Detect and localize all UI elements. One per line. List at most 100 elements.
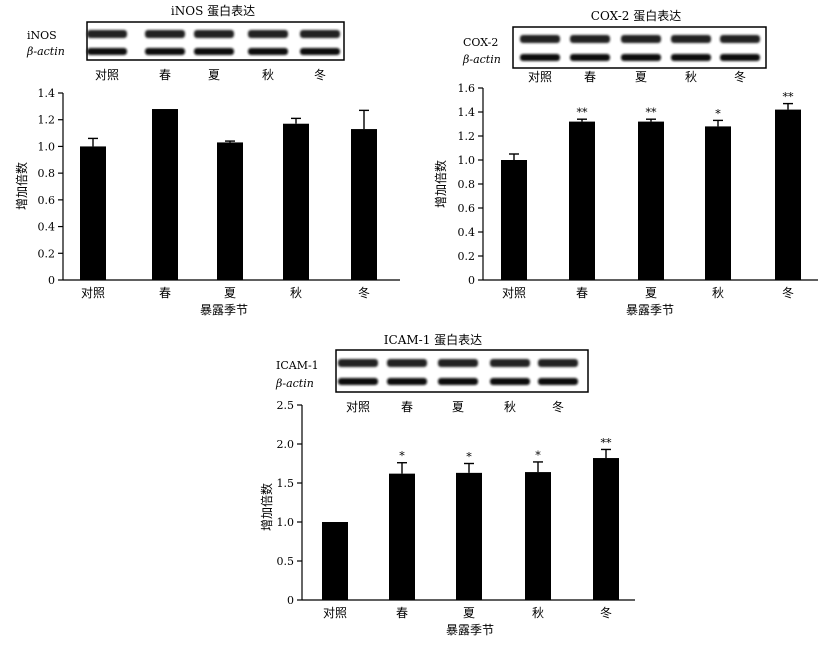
y-tick-label: 1.5 bbox=[277, 477, 295, 490]
blot-band-target bbox=[194, 30, 234, 38]
blot-band-actin bbox=[387, 378, 427, 385]
bar bbox=[593, 458, 619, 600]
y-tick-label: 0.6 bbox=[38, 194, 56, 207]
western-blot: iNOS β-actin 对照 春 夏 秋 冬 bbox=[26, 21, 345, 82]
blot-lane-label: 夏 bbox=[208, 68, 220, 82]
bars bbox=[80, 109, 377, 281]
blot-bands bbox=[87, 30, 340, 55]
blot-lane-label: 对照 bbox=[346, 400, 370, 414]
blot-band-actin bbox=[720, 54, 760, 61]
x-axis-label: 暴露季节 bbox=[626, 303, 674, 317]
y-tick-label: 0.5 bbox=[277, 555, 295, 568]
blot-band-target bbox=[520, 35, 560, 43]
blot-label-target: iNOS bbox=[27, 29, 57, 42]
y-tick-label: 1.4 bbox=[458, 106, 476, 119]
y-axis: 0 0.2 0.4 0.6 0.8 1.0 1.2 1.4 1.6 bbox=[458, 82, 484, 287]
bar bbox=[217, 142, 243, 280]
blot-band-target bbox=[300, 30, 340, 38]
bar-chart-inos: 0 0.2 0.4 0.6 0.8 1.0 1.2 1.4 对照 春 夏 秋 冬 增加倍数 暴露季节 bbox=[14, 87, 400, 317]
x-axis-label: 暴露季节 bbox=[446, 623, 494, 637]
y-tick-label: 0.2 bbox=[38, 247, 56, 260]
y-axis-label: 增加倍数 bbox=[433, 160, 448, 208]
bar bbox=[456, 472, 482, 600]
bar bbox=[638, 121, 664, 280]
blot-lane-label: 秋 bbox=[262, 68, 274, 82]
bar bbox=[525, 472, 551, 600]
blot-lane-label: 冬 bbox=[314, 67, 326, 82]
blot-bands bbox=[520, 35, 760, 61]
blot-band-actin bbox=[538, 378, 578, 385]
y-tick-label: 1.0 bbox=[38, 140, 56, 153]
blot-lane-label: 春 bbox=[159, 68, 171, 82]
y-tick-label: 1.0 bbox=[458, 154, 476, 167]
blot-label-actin: β-actin bbox=[462, 53, 501, 66]
panel-icam1: ICAM-1 蛋白表达 ICAM-1 β-actin 对照春夏秋冬 00.51.… bbox=[259, 332, 635, 637]
chart-title: COX-2 蛋白表达 bbox=[591, 8, 681, 23]
blot-label-target: ICAM-1 bbox=[276, 359, 319, 372]
y-tick-label: 2.0 bbox=[277, 438, 295, 451]
significance-mark: * bbox=[535, 449, 541, 462]
x-tick-label: 夏 bbox=[645, 286, 657, 300]
blot-lane-label: 秋 bbox=[504, 400, 516, 414]
blot-lane-label: 夏 bbox=[635, 70, 647, 84]
blot-lane-labels: 对照 春 夏 秋 冬 bbox=[528, 69, 746, 84]
blot-band-target bbox=[87, 30, 127, 38]
y-tick-label: 0.8 bbox=[458, 178, 476, 191]
blot-band-actin bbox=[248, 48, 288, 55]
bar bbox=[705, 126, 731, 281]
bars: * * *** bbox=[322, 436, 619, 600]
x-tick-label: 夏 bbox=[463, 606, 475, 620]
x-tick-label: 对照 bbox=[81, 286, 105, 300]
bar bbox=[351, 129, 377, 280]
bar-chart-cox2: 00.20.40.60.81.01.21.41.6 ** ** *** 对照春夏秋冬… bbox=[433, 82, 818, 317]
y-tick-label: 2.5 bbox=[277, 399, 295, 412]
blot-band-target bbox=[671, 35, 711, 43]
x-tick-label: 春 bbox=[159, 286, 171, 300]
blot-lane-label: 夏 bbox=[452, 400, 464, 414]
y-tick-label: 1.6 bbox=[458, 82, 476, 95]
x-axis: 对照 春 夏 秋 冬 bbox=[483, 279, 818, 300]
y-axis: 0 0.2 0.4 0.6 0.8 1.0 1.2 1.4 bbox=[38, 87, 64, 287]
x-tick-label: 春 bbox=[576, 286, 588, 300]
blot-lane-label: 冬 bbox=[552, 399, 564, 414]
chart-title: iNOS 蛋白表达 bbox=[171, 3, 255, 18]
x-tick-label: 对照 bbox=[323, 606, 347, 620]
y-tick-label: 0 bbox=[468, 274, 475, 287]
y-tick-label: 0.4 bbox=[38, 221, 56, 234]
blot-band-target bbox=[490, 359, 530, 367]
x-axis: 对照 春 夏 秋 冬 bbox=[302, 599, 635, 620]
x-tick-label: 冬 bbox=[358, 285, 370, 300]
panel-cox2: COX-2 蛋白表达 COX-2 β-actin 对照春夏秋冬 00.20.40… bbox=[433, 8, 818, 317]
blot-band-target bbox=[720, 35, 760, 43]
blot-lane-label: 秋 bbox=[685, 70, 697, 84]
blot-lane-label: 冬 bbox=[734, 69, 746, 84]
blot-band-actin bbox=[438, 378, 478, 385]
x-tick-label: 冬 bbox=[782, 285, 794, 300]
x-tick-label: 春 bbox=[396, 606, 408, 620]
blot-label-actin: β-actin bbox=[275, 377, 314, 390]
x-tick-label: 对照 bbox=[502, 286, 526, 300]
x-tick-label: 秋 bbox=[290, 286, 302, 300]
significance-mark: ** bbox=[577, 106, 589, 119]
blot-frame bbox=[335, 349, 589, 393]
chart-title: ICAM-1 蛋白表达 bbox=[384, 332, 482, 347]
blot-band-actin bbox=[87, 48, 127, 55]
blot-band-target bbox=[570, 35, 610, 43]
significance-mark: ** bbox=[783, 91, 795, 104]
y-tick-label: 1.4 bbox=[38, 87, 56, 100]
blot-band-actin bbox=[300, 48, 340, 55]
blot-band-actin bbox=[671, 54, 711, 61]
blot-lane-label: 春 bbox=[584, 70, 596, 84]
y-tick-label: 0.6 bbox=[458, 202, 476, 215]
bar bbox=[80, 146, 106, 280]
blot-lane-labels: 对照 春 夏 秋 冬 bbox=[95, 67, 326, 82]
x-axis-label: 暴露季节 bbox=[200, 303, 248, 317]
blot-band-actin bbox=[621, 54, 661, 61]
blot-band-actin bbox=[520, 54, 560, 61]
y-tick-label: 0.4 bbox=[458, 226, 476, 239]
blot-band-actin bbox=[194, 48, 234, 55]
blot-lane-label: 春 bbox=[401, 400, 413, 414]
x-tick-label: 冬 bbox=[600, 605, 612, 620]
y-axis-label: 增加倍数 bbox=[259, 483, 274, 531]
